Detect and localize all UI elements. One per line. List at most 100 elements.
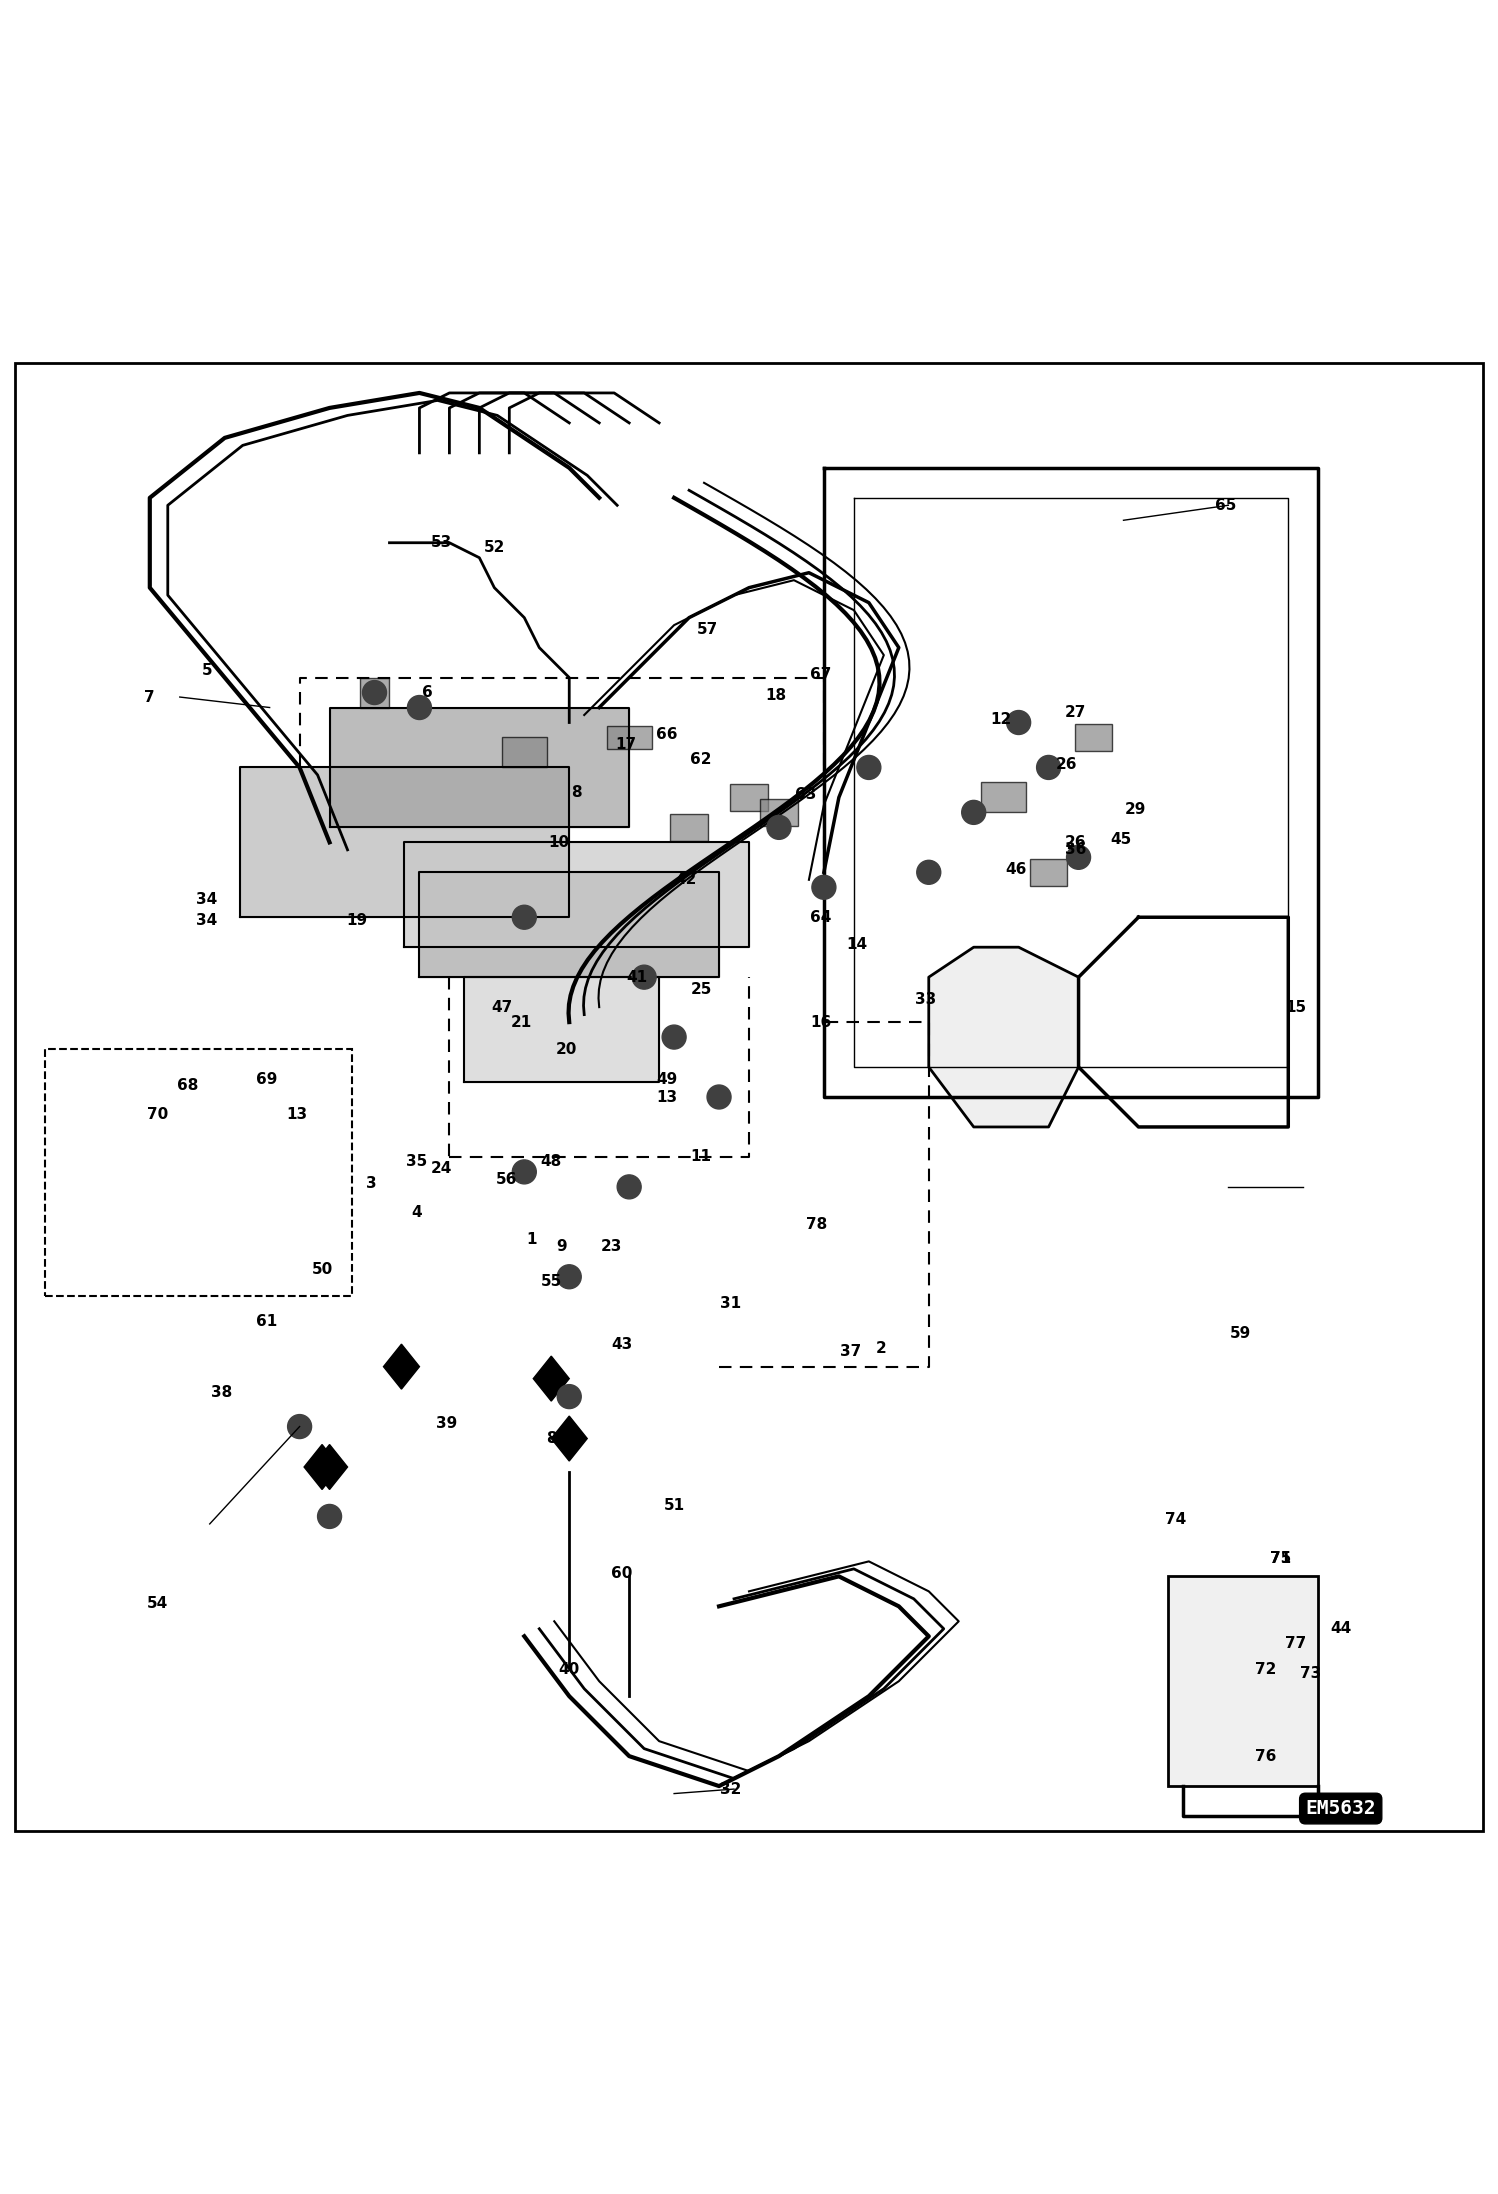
Polygon shape — [383, 1345, 419, 1389]
Polygon shape — [240, 768, 569, 917]
Bar — [502, 737, 547, 768]
Text: 19: 19 — [346, 913, 367, 928]
Text: 34: 34 — [196, 913, 217, 928]
Text: 55: 55 — [541, 1275, 562, 1288]
Polygon shape — [419, 873, 719, 976]
Circle shape — [617, 1176, 641, 1198]
Text: 8: 8 — [545, 1430, 557, 1446]
Text: 39: 39 — [436, 1415, 457, 1430]
Polygon shape — [929, 948, 1079, 1128]
Text: 29: 29 — [1125, 801, 1146, 816]
Text: 50: 50 — [312, 1262, 333, 1277]
Text: 9: 9 — [556, 1240, 568, 1255]
Text: 44: 44 — [1330, 1621, 1351, 1637]
Circle shape — [1067, 845, 1091, 869]
Text: 60: 60 — [611, 1567, 632, 1582]
Circle shape — [857, 755, 881, 779]
Text: 52: 52 — [484, 540, 505, 555]
Text: 10: 10 — [548, 836, 569, 849]
Text: 51: 51 — [664, 1499, 685, 1514]
Text: 16: 16 — [810, 1014, 831, 1029]
Text: 71: 71 — [1270, 1551, 1291, 1567]
Circle shape — [1007, 711, 1031, 735]
Bar — [1076, 724, 1112, 750]
Bar — [45, 1049, 352, 1297]
Circle shape — [767, 816, 791, 840]
Text: 27: 27 — [1065, 704, 1086, 720]
Text: 61: 61 — [256, 1314, 277, 1330]
Text: 1: 1 — [526, 1231, 538, 1246]
Circle shape — [407, 695, 431, 720]
Text: 48: 48 — [541, 1154, 562, 1169]
Text: 7: 7 — [144, 689, 156, 704]
Polygon shape — [404, 842, 749, 948]
Text: 30: 30 — [391, 1358, 412, 1373]
Circle shape — [632, 965, 656, 989]
Text: 37: 37 — [840, 1345, 861, 1358]
Text: 25: 25 — [691, 981, 712, 996]
Text: 5: 5 — [201, 663, 213, 678]
Circle shape — [318, 1505, 342, 1529]
Bar — [731, 783, 767, 812]
Circle shape — [557, 1384, 581, 1409]
Text: 23: 23 — [601, 1240, 622, 1255]
Circle shape — [557, 1264, 581, 1288]
Circle shape — [662, 1025, 686, 1049]
Text: 46: 46 — [1005, 862, 1026, 878]
Text: 70: 70 — [147, 1108, 168, 1123]
Text: 26: 26 — [1056, 757, 1077, 772]
Bar — [360, 678, 389, 706]
Text: 65: 65 — [1215, 498, 1236, 513]
Text: 14: 14 — [846, 937, 867, 952]
Text: 59: 59 — [1230, 1325, 1251, 1341]
Text: 67: 67 — [810, 667, 831, 682]
Text: 78: 78 — [806, 1218, 827, 1231]
Text: 68: 68 — [177, 1077, 198, 1093]
Text: 26: 26 — [1065, 836, 1086, 849]
Text: 38: 38 — [211, 1384, 232, 1400]
Text: 32: 32 — [721, 1782, 742, 1797]
Circle shape — [288, 1415, 312, 1439]
Text: 13: 13 — [286, 1108, 307, 1123]
Text: 66: 66 — [656, 726, 677, 742]
Text: 75: 75 — [1270, 1551, 1291, 1567]
Bar — [761, 799, 798, 825]
Text: 72: 72 — [1255, 1661, 1276, 1676]
Bar — [981, 783, 1026, 812]
Text: 73: 73 — [1300, 1665, 1321, 1681]
Text: 53: 53 — [431, 535, 452, 551]
Circle shape — [512, 906, 536, 930]
Text: 18: 18 — [765, 689, 786, 702]
Text: 31: 31 — [721, 1297, 742, 1312]
Polygon shape — [533, 1356, 569, 1402]
Text: 2: 2 — [875, 1341, 887, 1356]
Text: 45: 45 — [1110, 832, 1131, 847]
Text: 36: 36 — [1065, 842, 1086, 858]
Text: 77: 77 — [1285, 1637, 1306, 1652]
Polygon shape — [312, 1444, 348, 1490]
Polygon shape — [464, 976, 659, 1082]
Text: 30: 30 — [541, 1371, 562, 1387]
Text: 54: 54 — [147, 1595, 168, 1610]
Text: 57: 57 — [697, 623, 718, 636]
Bar — [607, 726, 652, 748]
Text: 40: 40 — [559, 1661, 580, 1676]
Circle shape — [1037, 755, 1061, 779]
Polygon shape — [551, 1415, 587, 1461]
Polygon shape — [330, 706, 629, 827]
Text: 22: 22 — [312, 1459, 333, 1474]
Circle shape — [812, 875, 836, 900]
Circle shape — [707, 1086, 731, 1108]
Text: 76: 76 — [1255, 1749, 1276, 1764]
Circle shape — [363, 680, 386, 704]
Circle shape — [512, 1161, 536, 1185]
Text: 34: 34 — [196, 891, 217, 906]
Text: 56: 56 — [496, 1172, 517, 1187]
Bar — [671, 814, 709, 840]
Text: 42: 42 — [676, 873, 697, 886]
Text: 64: 64 — [810, 911, 831, 924]
Text: 62: 62 — [691, 753, 712, 768]
Text: 33: 33 — [915, 992, 936, 1007]
Text: 4: 4 — [410, 1205, 422, 1220]
Text: 20: 20 — [556, 1042, 577, 1058]
